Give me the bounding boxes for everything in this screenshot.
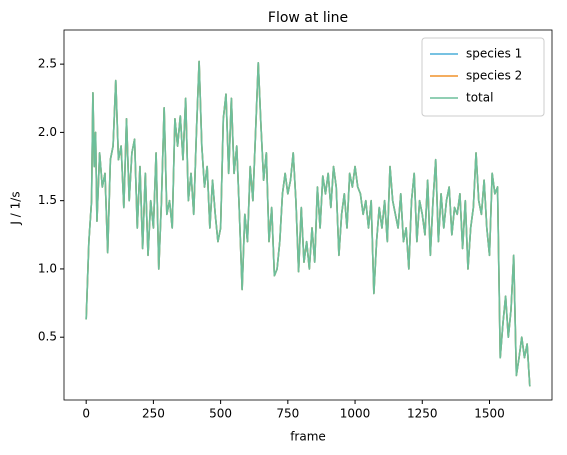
y-axis-label: J / 1/s xyxy=(9,191,23,225)
y-tick-label: 1.0 xyxy=(38,261,57,275)
y-tick-label: 2.0 xyxy=(38,125,57,139)
legend: species 1 species 2 total xyxy=(421,37,545,117)
x-tick-label: 0 xyxy=(82,407,90,421)
x-tick-label: 1500 xyxy=(474,407,505,421)
plot-frame xyxy=(63,29,553,401)
x-axis-label: frame xyxy=(290,430,326,444)
y-tick-label: 2.5 xyxy=(38,57,57,71)
legend-label: species 2 xyxy=(466,69,522,83)
legend-label: species 1 xyxy=(466,47,522,61)
x-tick-label: 500 xyxy=(209,407,232,421)
legend-label: total xyxy=(466,91,493,105)
chart-title: Flow at line xyxy=(268,10,348,26)
legend-box xyxy=(421,37,545,117)
x-tick-label: 1000 xyxy=(340,407,371,421)
y-tick-label: 0.5 xyxy=(38,330,57,344)
x-tick-label: 750 xyxy=(276,407,299,421)
x-tick-label: 250 xyxy=(142,407,165,421)
x-tick-label: 1250 xyxy=(407,407,438,421)
y-tick-label: 1.5 xyxy=(38,193,57,207)
series-line xyxy=(85,60,531,387)
